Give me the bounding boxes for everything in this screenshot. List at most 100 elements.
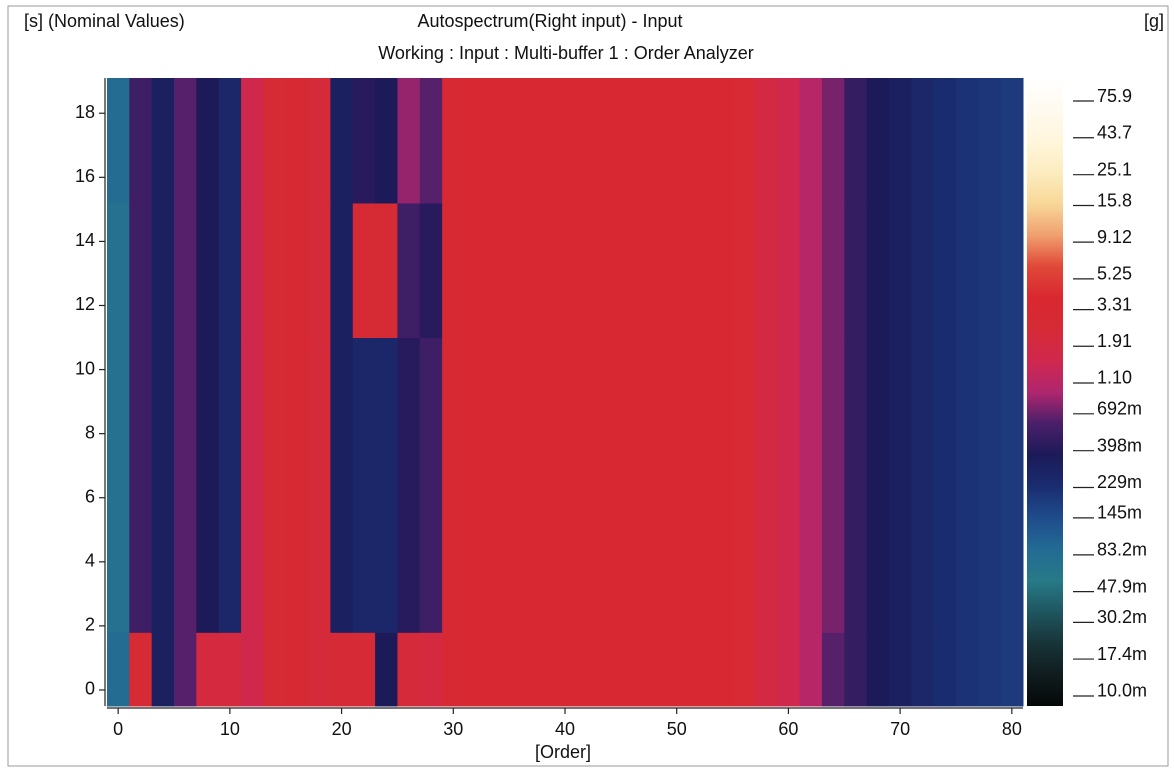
heatmap-cell [598, 632, 622, 707]
heatmap-cell [710, 337, 734, 633]
heatmap-cell [777, 632, 801, 707]
colorbar-tick-label: 3.31 [1097, 294, 1132, 314]
heatmap-cell [352, 632, 376, 707]
heatmap-cell [844, 202, 868, 339]
heatmap-cell [196, 78, 220, 204]
heatmap-cell [687, 632, 711, 707]
heatmap-cell [933, 632, 957, 707]
heatmap-cell [330, 78, 354, 204]
heatmap-cell [665, 202, 689, 339]
heatmap-cell [129, 78, 153, 204]
y-tick-label: 14 [75, 230, 95, 250]
heatmap-cell [598, 337, 622, 633]
heatmap-cell [978, 202, 1002, 339]
heatmap [107, 78, 1024, 707]
heatmap-cell [553, 632, 577, 707]
heatmap-cell [576, 632, 600, 707]
heatmap-cell [419, 202, 443, 339]
heatmap-cell [107, 202, 130, 339]
heatmap-cell [285, 78, 309, 204]
heatmap-cell [285, 202, 309, 339]
heatmap-cell [1000, 337, 1024, 633]
y-tick-label: 2 [85, 615, 95, 635]
heatmap-cell [375, 78, 398, 204]
heatmap-cell [955, 78, 979, 204]
heatmap-cell [1000, 78, 1024, 204]
heatmap-cell [486, 78, 510, 204]
heatmap-cell [888, 202, 912, 339]
colorbar-tick-label: 229m [1097, 472, 1142, 492]
heatmap-cell [911, 632, 935, 707]
heatmap-cell [687, 78, 711, 204]
heatmap-cell [933, 337, 957, 633]
heatmap-cell [777, 78, 801, 204]
y-tick-label: 18 [75, 102, 95, 122]
heatmap-cell [308, 78, 331, 204]
heatmap-cell [888, 78, 912, 204]
heatmap-cell [442, 632, 465, 707]
y-tick-label: 12 [75, 294, 95, 314]
heatmap-cell [643, 78, 667, 204]
heatmap-cell [732, 202, 756, 339]
heatmap-cell [464, 337, 488, 633]
heatmap-cell [732, 337, 756, 633]
colorbar-tick-label: 145m [1097, 503, 1142, 523]
heatmap-cell [151, 337, 175, 633]
heatmap-cell [933, 78, 957, 204]
heatmap-cell [978, 337, 1002, 633]
heatmap-cell [241, 78, 264, 204]
colorbar-tick-label: 17.4m [1097, 644, 1147, 664]
x-tick-label: 10 [220, 719, 240, 739]
heatmap-cell [486, 337, 510, 633]
x-tick-label: 40 [555, 719, 575, 739]
colorbar-tick-label: 692m [1097, 399, 1142, 419]
heatmap-cell [397, 202, 421, 339]
heatmap-cell [196, 202, 220, 339]
heatmap-cell [687, 337, 711, 633]
heatmap-cell [308, 202, 331, 339]
heatmap-cell [486, 202, 510, 339]
y-tick-label: 0 [85, 679, 95, 699]
heatmap-cell [263, 337, 287, 633]
heatmap-cell [933, 202, 957, 339]
heatmap-cell [531, 337, 555, 633]
heatmap-cell [218, 202, 242, 339]
heatmap-cell [799, 632, 823, 707]
heatmap-cell [509, 632, 532, 707]
heatmap-cell [107, 78, 130, 204]
heatmap-cell [486, 632, 510, 707]
heatmap-cell [419, 78, 443, 204]
heatmap-cell [553, 202, 577, 339]
heatmap-cell [375, 337, 398, 633]
heatmap-cell [151, 202, 175, 339]
heatmap-cell [799, 78, 823, 204]
heatmap-cell [107, 632, 130, 707]
heatmap-cell [866, 78, 890, 204]
colorbar-tick-label: 25.1 [1097, 159, 1132, 179]
colorbar-tick-label: 1.91 [1097, 331, 1132, 351]
heatmap-cell [107, 337, 130, 633]
heatmap-cell [375, 202, 398, 339]
heatmap-cell [710, 632, 734, 707]
heatmap-cell [732, 78, 756, 204]
heatmap-cell [464, 78, 488, 204]
heatmap-cell [888, 632, 912, 707]
colorbar-tick-label: 30.2m [1097, 607, 1147, 627]
colorbar [1027, 78, 1063, 706]
heatmap-cell [531, 632, 555, 707]
heatmap-cell [955, 202, 979, 339]
heatmap-cell [844, 78, 868, 204]
heatmap-cell [285, 632, 309, 707]
heatmap-cell [196, 337, 220, 633]
frame [7, 5, 1169, 767]
heatmap-cell [821, 632, 845, 707]
heatmap-cell [866, 632, 890, 707]
heatmap-cell [553, 78, 577, 204]
colorbar-tick-label: 10.0m [1097, 681, 1147, 701]
heatmap-cell [196, 632, 220, 707]
heatmap-cell [442, 202, 465, 339]
heatmap-cell [330, 337, 354, 633]
colorbar-label: [g] [1144, 11, 1164, 31]
heatmap-cell [821, 202, 845, 339]
heatmap-cell [665, 632, 689, 707]
